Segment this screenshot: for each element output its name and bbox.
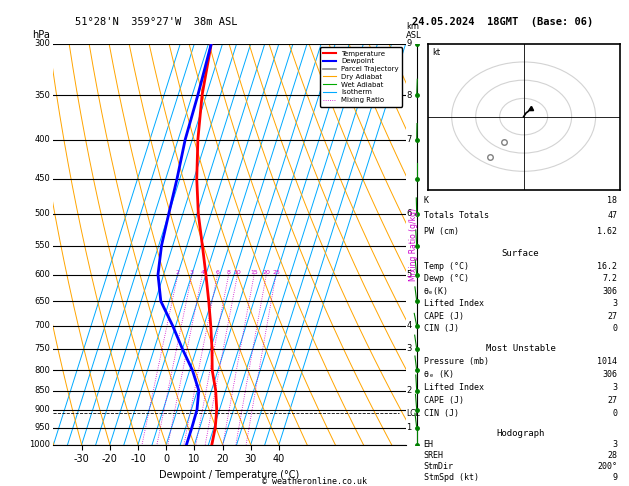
Text: 950: 950 (34, 423, 50, 432)
Text: 1014: 1014 (598, 357, 618, 366)
Text: 450: 450 (34, 174, 50, 183)
Text: km
ASL: km ASL (406, 22, 422, 40)
Text: CIN (J): CIN (J) (423, 325, 459, 333)
Text: 10: 10 (233, 270, 242, 275)
Text: kt: kt (433, 48, 441, 57)
Text: hPa: hPa (32, 30, 50, 40)
Text: LCL: LCL (406, 409, 420, 418)
Text: 27: 27 (608, 312, 618, 321)
Text: 0: 0 (613, 409, 618, 418)
Text: 25: 25 (272, 270, 280, 275)
Text: 700: 700 (34, 321, 50, 330)
Text: 800: 800 (34, 366, 50, 375)
Text: PW (cm): PW (cm) (423, 227, 459, 236)
Text: 3: 3 (406, 345, 412, 353)
Text: StmDir: StmDir (423, 462, 454, 471)
Text: 18: 18 (608, 196, 618, 205)
Text: 6: 6 (406, 209, 412, 218)
Text: 0: 0 (613, 325, 618, 333)
Text: © weatheronline.co.uk: © weatheronline.co.uk (262, 477, 367, 486)
Text: 600: 600 (34, 270, 50, 279)
Text: 5: 5 (406, 270, 411, 279)
Text: 3: 3 (613, 383, 618, 392)
Text: 4: 4 (406, 321, 411, 330)
Text: 200°: 200° (598, 462, 618, 471)
Text: 51°28'N  359°27'W  38m ASL: 51°28'N 359°27'W 38m ASL (75, 17, 238, 27)
X-axis label: Dewpoint / Temperature (°C): Dewpoint / Temperature (°C) (160, 470, 299, 480)
Text: 300: 300 (34, 39, 50, 48)
Text: 20: 20 (262, 270, 270, 275)
Text: 6: 6 (216, 270, 220, 275)
Text: 1: 1 (406, 423, 411, 432)
Text: θₑ(K): θₑ(K) (423, 287, 448, 296)
Text: 15: 15 (250, 270, 258, 275)
Text: 9: 9 (406, 39, 411, 48)
Text: 8: 8 (406, 90, 412, 100)
Text: 1000: 1000 (29, 440, 50, 449)
Text: 750: 750 (34, 345, 50, 353)
Text: 550: 550 (34, 241, 50, 250)
Text: θₑ (K): θₑ (K) (423, 370, 454, 379)
Text: 3: 3 (613, 299, 618, 309)
Text: Totals Totals: Totals Totals (423, 211, 489, 220)
Text: 16.2: 16.2 (598, 262, 618, 271)
Text: 2: 2 (406, 386, 411, 395)
Text: StmSpd (kt): StmSpd (kt) (423, 473, 479, 482)
Text: 27: 27 (608, 396, 618, 405)
Text: 7.2: 7.2 (603, 275, 618, 283)
Text: 28: 28 (608, 451, 618, 460)
Text: 47: 47 (608, 211, 618, 220)
Text: 4: 4 (201, 270, 204, 275)
Text: 350: 350 (34, 90, 50, 100)
Text: Surface: Surface (502, 249, 539, 259)
Text: 306: 306 (603, 370, 618, 379)
Text: Lifted Index: Lifted Index (423, 383, 484, 392)
Text: 2: 2 (176, 270, 180, 275)
Text: 400: 400 (34, 135, 50, 144)
Text: 7: 7 (406, 135, 412, 144)
Text: K: K (423, 196, 428, 205)
Text: 900: 900 (34, 405, 50, 414)
Text: 24.05.2024  18GMT  (Base: 06): 24.05.2024 18GMT (Base: 06) (412, 17, 593, 27)
Text: 3: 3 (190, 270, 194, 275)
Text: Temp (°C): Temp (°C) (423, 262, 469, 271)
Text: 650: 650 (34, 297, 50, 306)
Text: Dewp (°C): Dewp (°C) (423, 275, 469, 283)
Text: 1.62: 1.62 (598, 227, 618, 236)
Text: SREH: SREH (423, 451, 443, 460)
Text: CAPE (J): CAPE (J) (423, 312, 464, 321)
Text: 500: 500 (34, 209, 50, 218)
Text: Most Unstable: Most Unstable (486, 345, 555, 353)
Text: 8: 8 (226, 270, 231, 275)
Text: 3: 3 (613, 440, 618, 449)
Text: CIN (J): CIN (J) (423, 409, 459, 418)
Text: Mixing Ratio (g/kg): Mixing Ratio (g/kg) (409, 208, 418, 281)
Text: 306: 306 (603, 287, 618, 296)
Text: Hodograph: Hodograph (496, 429, 545, 438)
Text: 9: 9 (613, 473, 618, 482)
Text: 850: 850 (34, 386, 50, 395)
Text: EH: EH (423, 440, 433, 449)
Text: Pressure (mb): Pressure (mb) (423, 357, 489, 366)
Text: CAPE (J): CAPE (J) (423, 396, 464, 405)
Text: Lifted Index: Lifted Index (423, 299, 484, 309)
Legend: Temperature, Dewpoint, Parcel Trajectory, Dry Adiabat, Wet Adiabat, Isotherm, Mi: Temperature, Dewpoint, Parcel Trajectory… (320, 47, 402, 106)
